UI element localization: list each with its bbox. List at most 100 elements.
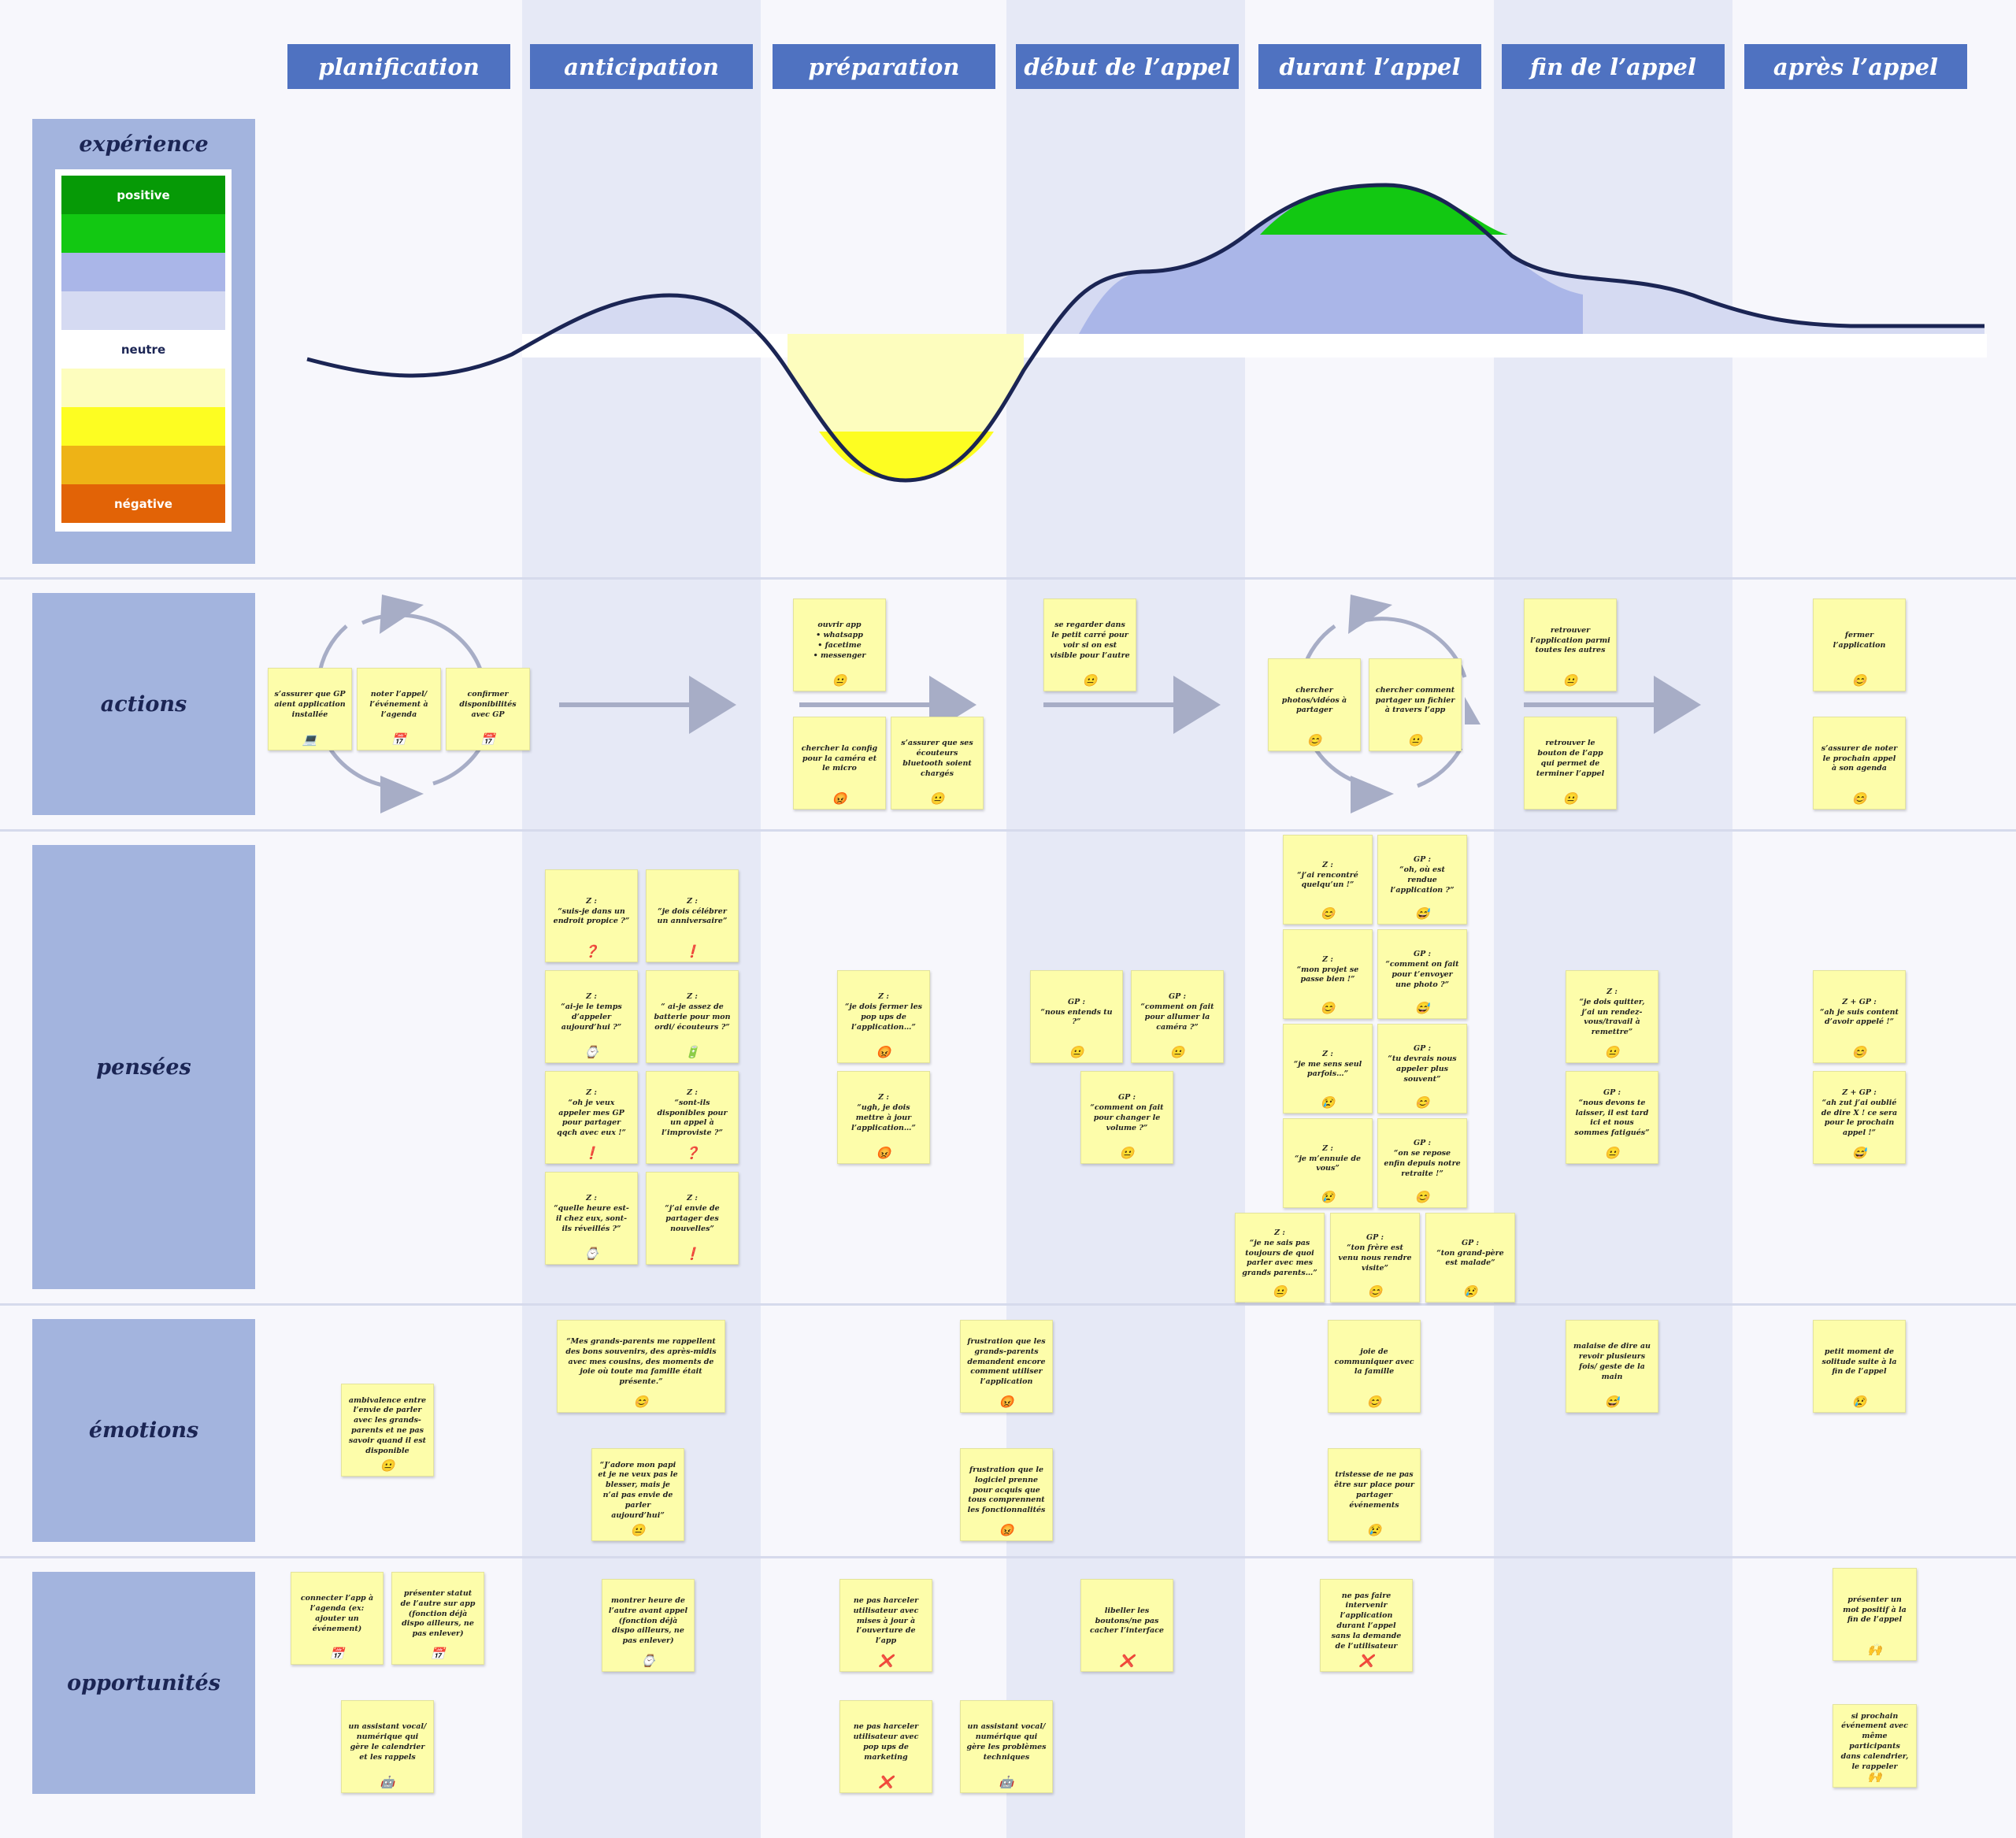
sticky-note: Z : “je ne sais pas toujours de quoi par… — [1235, 1213, 1325, 1303]
sad-face-icon: 😢 — [1366, 1523, 1382, 1537]
phase-header-apres-appel: après l’appel — [1744, 44, 1967, 89]
laptop-icon: 💻 — [302, 732, 317, 747]
legend-swatch — [61, 214, 225, 253]
smile-face-icon: 😊 — [1366, 1395, 1382, 1409]
exclamation-icon: ❗ — [584, 1146, 599, 1160]
cycle-arrowhead — [1348, 595, 1392, 634]
phase-header-debut-appel: début de l’appel — [1016, 44, 1239, 89]
sticky-note: un assistant vocal/ numérique qui gère l… — [960, 1700, 1053, 1793]
sticky-note: GP : “comment on fait pour t’envoyer une… — [1377, 929, 1467, 1019]
sticky-note: ne pas harceler utilisateur avec pop ups… — [839, 1700, 932, 1793]
phase-header-fin-appel: fin de l’appel — [1502, 44, 1725, 89]
cross-icon: ❌ — [1119, 1654, 1135, 1668]
sticky-note: chercher comment partager un fichier à t… — [1369, 658, 1462, 751]
neutral-face-icon: 😐 — [380, 1458, 395, 1473]
negative-area-yellow — [819, 432, 994, 480]
experience-legend: positive neutre négative — [55, 169, 232, 532]
row-divider — [0, 829, 2016, 832]
sticky-note: se regarder dans le petit carré pour voi… — [1043, 598, 1136, 691]
question-mark-icon: ❓ — [584, 944, 599, 958]
sticky-note: s’assurer que GP aient application insta… — [268, 668, 352, 750]
legend-swatch — [61, 253, 225, 291]
neutral-face-icon: 😐 — [929, 791, 945, 806]
experience-curve-chart — [306, 183, 1987, 483]
sweat-smile-icon: 😅 — [1414, 906, 1430, 921]
neutral-face-icon: 😐 — [1562, 791, 1578, 806]
neutral-face-icon: 😐 — [630, 1523, 646, 1537]
flow-arrowhead — [1173, 676, 1221, 734]
sad-face-icon: 😢 — [1320, 1095, 1336, 1110]
sticky-note: Z : “je dois fermer les pop ups de l’app… — [837, 970, 930, 1063]
sticky-note: Z : “ai-je le temps d’appeler aujourd’hu… — [545, 970, 638, 1063]
sticky-note: retrouver l’application parmi toutes les… — [1524, 598, 1617, 691]
sticky-note: Z : “j’ai rencontré quelqu’un !” 😊 — [1283, 835, 1373, 925]
angry-face-icon: 😡 — [999, 1523, 1014, 1537]
sticky-note: Z : “ugh, je dois mettre à jour l’applic… — [837, 1071, 930, 1164]
calendar-icon: 📅 — [480, 732, 495, 747]
row-header-opportunites: opportunités — [32, 1572, 255, 1794]
row-divider — [0, 1303, 2016, 1306]
sticky-note: malaise de dire au revoir plusieurs fois… — [1566, 1320, 1658, 1413]
neutral-face-icon: 😐 — [832, 673, 847, 687]
sticky-note: chercher la config pour la caméra et le … — [793, 717, 886, 810]
neutral-face-icon: 😐 — [1407, 733, 1423, 747]
sticky-note: frustration que le logiciel prenne pour … — [960, 1448, 1053, 1541]
neutral-face-icon: 😐 — [1169, 1045, 1185, 1059]
sticky-note: chercher photos/vidéos à partager 😊 — [1268, 658, 1361, 751]
robot-icon: 🤖 — [380, 1775, 395, 1789]
angry-face-icon: 😡 — [999, 1395, 1014, 1409]
neutral-face-icon: 😐 — [1119, 1146, 1135, 1160]
sweat-smile-icon: 😅 — [1851, 1146, 1867, 1160]
sticky-note: fermer l’application 😊 — [1813, 598, 1906, 691]
cross-icon: ❌ — [878, 1775, 894, 1789]
row-header-actions: actions — [32, 593, 255, 815]
positive-area-high — [1260, 185, 1508, 235]
sticky-note: GP : “comment on fait pour changer le vo… — [1080, 1071, 1173, 1164]
question-mark-icon: ❓ — [684, 1146, 700, 1160]
sticky-note: Z : “je me sens seul parfois…” 😢 — [1283, 1024, 1373, 1114]
sticky-note: ouvrir app • whatsapp • facetime • messe… — [793, 598, 886, 691]
calendar-icon: 📅 — [430, 1647, 446, 1661]
sticky-note: Z : “je dois célébrer un anniversaire” ❗ — [646, 869, 739, 962]
sad-face-icon: 😢 — [1851, 1395, 1867, 1409]
neutral-face-icon: 😐 — [1272, 1284, 1288, 1299]
sticky-note: Z : “oh je veux appeler mes GP pour part… — [545, 1071, 638, 1164]
neutral-face-icon: 😐 — [1562, 673, 1578, 687]
legend-swatch — [61, 369, 225, 407]
sticky-note: Z : “j’ai envie de partager des nouvelle… — [646, 1172, 739, 1265]
sweat-smile-icon: 😅 — [1414, 1001, 1430, 1015]
legend-swatch — [61, 291, 225, 330]
phase-header-planification: planification — [287, 44, 510, 89]
flow-arrowhead — [1654, 676, 1701, 734]
sweat-smile-icon: 😅 — [1604, 1395, 1620, 1409]
cross-icon: ❌ — [1358, 1654, 1374, 1668]
smile-face-icon: 😊 — [1320, 1001, 1336, 1015]
angry-face-icon: 😡 — [876, 1146, 891, 1160]
calendar-icon: 📅 — [329, 1647, 345, 1661]
sticky-note: joie de communiquer avec la famille 😊 — [1328, 1320, 1421, 1413]
neutral-face-icon: 😐 — [1069, 1045, 1084, 1059]
smile-face-icon: 😊 — [633, 1395, 649, 1409]
sticky-note: présenter un mot positif à la fin de l’a… — [1833, 1568, 1917, 1661]
sticky-note: confirmer disponibilités avec GP 📅 — [446, 668, 530, 750]
sticky-note: s’assurer de noter le prochain appel à s… — [1813, 717, 1906, 810]
actions-flow-graphics — [317, 595, 1701, 813]
sticky-note: présenter statut de l’autre sur app (fon… — [391, 1572, 484, 1665]
experience-curve-line — [306, 183, 1984, 483]
sticky-note: ne pas harceler utilisateur avec mises à… — [839, 1579, 932, 1672]
sticky-note: Z + GP : “ah je suis content d’avoir app… — [1813, 970, 1906, 1063]
phase-header-anticipation: anticipation — [530, 44, 753, 89]
legend-swatch-neutral: neutre — [61, 330, 225, 369]
sticky-note: GP : “nous devons te laisser, il est tar… — [1566, 1071, 1658, 1164]
sticky-note: “J’adore mon papi et je ne veux pas le b… — [591, 1448, 684, 1541]
sticky-note: GP : “ton grand-père est malade” 😢 — [1425, 1213, 1515, 1303]
sticky-note: s’assurer que ses écouteurs bluetooth so… — [891, 717, 984, 810]
row-header-experience: expérience — [79, 132, 209, 157]
angry-face-icon: 😡 — [876, 1045, 891, 1059]
sticky-note: Z : “je dois quitter, j’ai un rendez-vou… — [1566, 970, 1658, 1063]
sticky-note: libeller les boutons/ne pas cacher l’int… — [1080, 1579, 1173, 1672]
sticky-note: Z : “mon projet se passe bien !” 😊 — [1283, 929, 1373, 1019]
sticky-note: GP : “comment on fait pour allumer la ca… — [1131, 970, 1224, 1063]
sticky-note: ambivalence entre l’envie de parler avec… — [341, 1384, 434, 1477]
smile-face-icon: 😊 — [1851, 1045, 1867, 1059]
